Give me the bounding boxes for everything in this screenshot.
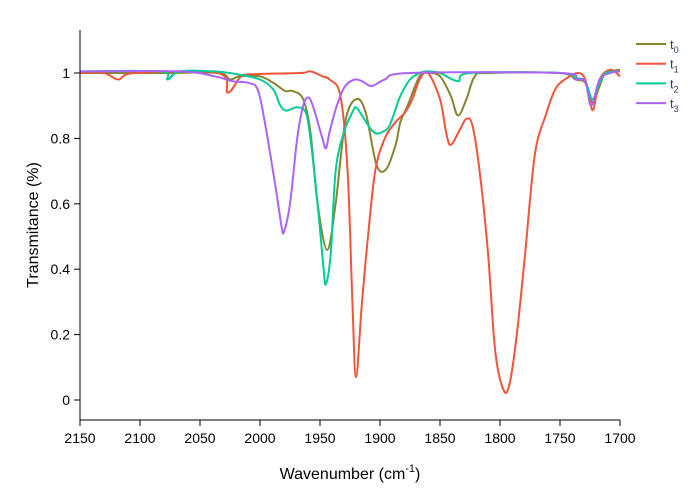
legend-label: t0 (670, 37, 679, 55)
x-tick-label: 1700 (604, 430, 635, 446)
y-tick-label: 0.6 (51, 196, 71, 212)
y-tick-label: 1 (62, 65, 70, 81)
x-tick-label: 1900 (364, 430, 395, 446)
x-tick-label: 1950 (304, 430, 335, 446)
x-tick-label: 2050 (184, 430, 215, 446)
y-axis-title: Transmitance (%) (25, 162, 42, 288)
legend-label: t1 (670, 57, 679, 75)
y-tick-label: 0.4 (51, 261, 71, 277)
legend-label: t2 (670, 76, 679, 94)
y-tick-label: 0.8 (51, 130, 71, 146)
x-tick-label: 2100 (124, 430, 155, 446)
legend-item-t0[interactable]: t0 (636, 37, 679, 55)
x-axis-ticks: 2150 2100 2050 2000 1950 1900 1850 1800 1750 1700 (64, 420, 636, 446)
x-tick-label: 2000 (244, 430, 275, 446)
x-tick-label: 1850 (424, 430, 455, 446)
legend-item-t3[interactable]: t3 (636, 96, 679, 114)
x-axis-title: Wavenumber (cm-1) (280, 463, 421, 483)
legend-item-t2[interactable]: t2 (636, 76, 679, 94)
legend-item-t1[interactable]: t1 (636, 57, 679, 75)
plot-area (79, 68, 621, 394)
x-tick-label: 2150 (64, 430, 95, 446)
legend-label: t3 (670, 96, 679, 114)
y-tick-label: 0 (62, 392, 70, 408)
series-line-t3 (79, 70, 621, 235)
y-axis-ticks: 0 0.2 0.4 0.6 0.8 1 (51, 65, 80, 408)
x-tick-label: 1750 (544, 430, 575, 446)
x-tick-label: 1800 (484, 430, 515, 446)
y-tick-label: 0.2 (51, 327, 71, 343)
